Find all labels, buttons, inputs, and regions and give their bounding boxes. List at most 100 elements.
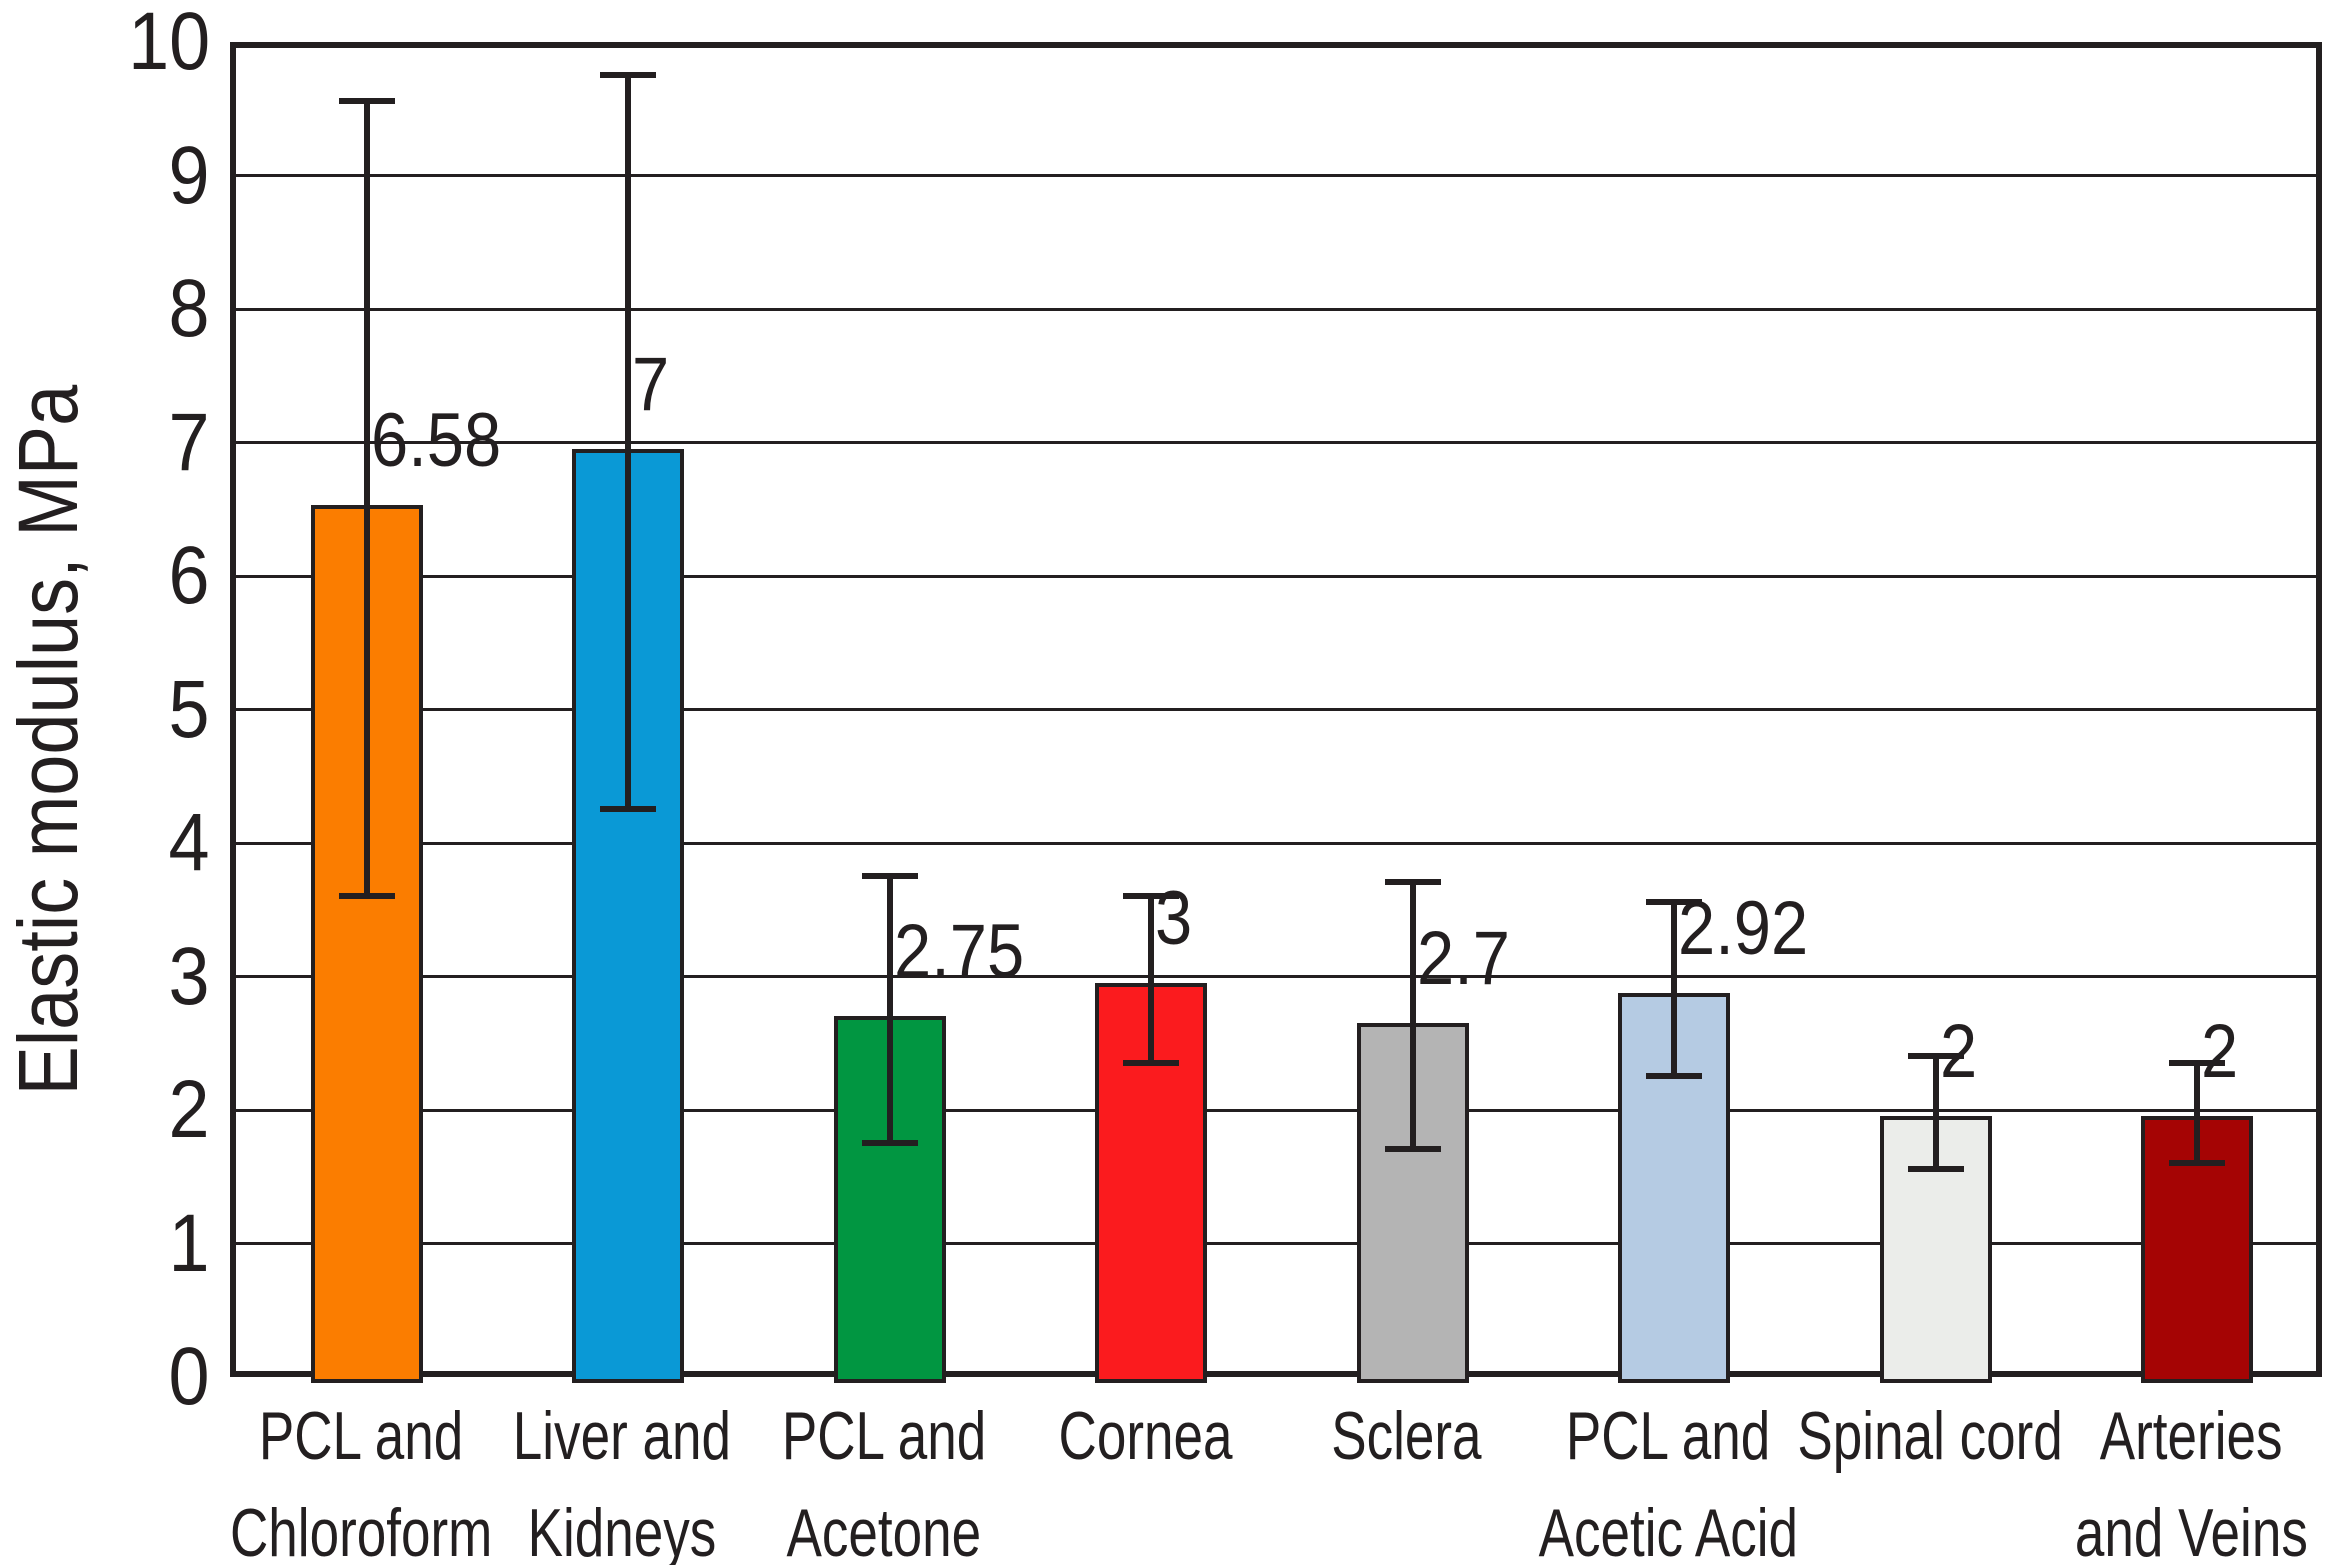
error-bar-2 xyxy=(625,74,632,809)
gridline-3 xyxy=(236,975,2316,978)
x-axis-label-6-line-2: Acetic Acid xyxy=(1358,1485,1978,1565)
y-tick-label-3: 3 xyxy=(40,930,210,1022)
bar-value-text: 2.92 xyxy=(1678,886,1809,972)
x-axis-label-text: Sclera xyxy=(1331,1398,1482,1474)
y-tick-label-4: 4 xyxy=(40,798,210,888)
error-bar-5 xyxy=(1409,882,1416,1150)
y-tick-label-2: 2 xyxy=(40,1065,210,1155)
error-cap-bottom-7 xyxy=(1907,1166,1964,1173)
gridline-8 xyxy=(236,307,2316,311)
bar-value-label-3: 2.75 xyxy=(893,908,1042,994)
error-cap-bottom-3 xyxy=(861,1139,918,1146)
error-cap-bottom-8 xyxy=(2169,1159,2226,1166)
y-tick-text: 9 xyxy=(168,129,210,221)
y-tick-text: 2 xyxy=(168,1064,210,1155)
x-axis-label-8-line-1: Arteries xyxy=(1881,1388,2333,1484)
error-cap-top-5 xyxy=(1384,879,1441,886)
x-axis-label-text: PCL and xyxy=(781,1398,986,1474)
gridline-7 xyxy=(236,441,2316,444)
y-tick-label-0: 0 xyxy=(40,1332,210,1422)
y-tick-text: 8 xyxy=(168,263,210,354)
x-axis-label-7-line-1: Spinal cord xyxy=(1620,1388,2240,1484)
bar-value-label-1: 6.58 xyxy=(370,397,519,483)
x-axis-label-text: Acetone xyxy=(786,1495,982,1565)
y-tick-label-7: 7 xyxy=(40,396,210,488)
bar-value-label-5: 2.7 xyxy=(1416,915,1523,1001)
y-tick-label-10: 10 xyxy=(40,0,210,87)
y-tick-label-1: 1 xyxy=(40,1197,210,1289)
gridline-4 xyxy=(236,841,2316,845)
bar-value-text: 2.75 xyxy=(893,908,1024,994)
error-cap-top-3 xyxy=(861,872,918,879)
error-bar-6 xyxy=(1671,902,1678,1076)
y-tick-text: 1 xyxy=(168,1197,210,1289)
x-axis-label-text: Cornea xyxy=(1058,1398,1233,1474)
error-bar-3 xyxy=(886,875,893,1143)
gridline-2 xyxy=(236,1108,2316,1112)
y-tick-label-6: 6 xyxy=(40,531,210,621)
gridline-1 xyxy=(236,1242,2316,1245)
gridline-5 xyxy=(236,708,2316,711)
y-tick-label-8: 8 xyxy=(40,264,210,354)
gridline-6 xyxy=(236,574,2316,578)
x-axis-label-text: Arteries xyxy=(2099,1398,2283,1474)
y-tick-label-5: 5 xyxy=(40,663,210,755)
error-cap-top-7 xyxy=(1907,1052,1964,1059)
y-tick-text: 6 xyxy=(168,530,210,621)
error-bar-8 xyxy=(2194,1062,2201,1163)
error-cap-top-4 xyxy=(1123,892,1180,899)
x-axis-label-text: Spinal cord xyxy=(1797,1398,2063,1474)
error-bar-4 xyxy=(1148,895,1155,1063)
bar-value-label-4: 3 xyxy=(1155,875,1197,961)
error-bar-7 xyxy=(1932,1055,1939,1170)
bar-value-text: 3 xyxy=(1155,875,1193,961)
bar-value-text: 2.7 xyxy=(1416,915,1510,1001)
error-cap-bottom-6 xyxy=(1646,1072,1703,1079)
x-axis-label-1-line-2: Chloroform xyxy=(51,1485,671,1565)
x-axis-label-text: and Veins xyxy=(2074,1495,2308,1565)
x-axis-label-8-line-2: and Veins xyxy=(1881,1485,2333,1565)
x-axis-label-3-line-1: PCL and xyxy=(574,1388,1194,1484)
x-axis-label-text: Chloroform xyxy=(229,1495,492,1565)
bar-cornea xyxy=(1095,982,1208,1383)
error-bar-1 xyxy=(363,101,370,896)
error-cap-bottom-2 xyxy=(600,805,657,812)
y-tick-text: 10 xyxy=(127,0,210,87)
y-tick-text: 5 xyxy=(168,663,210,755)
y-tick-text: 7 xyxy=(168,396,210,488)
x-axis-label-6-line-1: PCL and xyxy=(1358,1388,1978,1484)
y-tick-text: 0 xyxy=(168,1331,210,1422)
error-cap-top-1 xyxy=(338,98,395,105)
x-axis-label-text: PCL and xyxy=(258,1398,463,1474)
x-axis-label-text: Acetic Acid xyxy=(1538,1495,1798,1565)
x-axis-label-text: PCL and xyxy=(1566,1398,1771,1474)
bar-value-text: 2 xyxy=(2201,1009,2239,1094)
x-axis-label-1-line-1: PCL and xyxy=(51,1388,671,1484)
plot-area xyxy=(230,42,2322,1383)
error-cap-bottom-5 xyxy=(1384,1146,1441,1153)
bar-value-text: 6.58 xyxy=(370,397,501,483)
x-axis-label-2-line-1: Liver and xyxy=(312,1388,932,1484)
x-axis-label-4-line-1: Cornea xyxy=(835,1388,1455,1484)
bar-value-label-2: 7 xyxy=(632,341,674,427)
gridline-9 xyxy=(236,174,2316,177)
error-cap-bottom-4 xyxy=(1123,1059,1180,1066)
x-axis-label-2-line-2: Kidneys xyxy=(312,1485,932,1565)
bar-value-label-7: 2 xyxy=(1940,1010,1982,1094)
error-cap-top-6 xyxy=(1646,899,1703,906)
x-axis-label-text: Kidneys xyxy=(527,1495,717,1565)
bar-value-text: 7 xyxy=(632,341,670,427)
y-tick-text: 4 xyxy=(168,797,210,888)
y-tick-text: 3 xyxy=(168,930,210,1022)
bar-spinal-cord xyxy=(1879,1116,1992,1383)
error-cap-top-2 xyxy=(600,71,657,78)
x-axis-label-5-line-1: Sclera xyxy=(1097,1388,1717,1484)
bar-value-label-6: 2.92 xyxy=(1678,887,1826,971)
y-tick-label-9: 9 xyxy=(40,129,210,221)
x-axis-label-text: Liver and xyxy=(513,1398,732,1474)
bar-value-text: 2 xyxy=(1939,1009,1977,1094)
error-cap-bottom-1 xyxy=(338,892,395,899)
bar-value-label-8: 2 xyxy=(2201,1010,2243,1094)
x-axis-label-3-line-2: Acetone xyxy=(574,1485,1194,1565)
